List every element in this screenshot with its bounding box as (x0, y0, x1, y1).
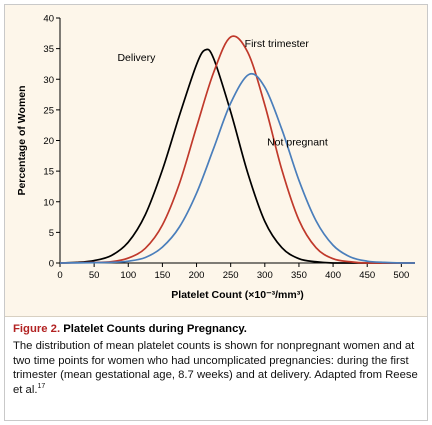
caption-reference: 17 (37, 383, 46, 391)
y-tick-label: 20 (43, 136, 54, 147)
series-label-first-trimester: First trimester (245, 38, 310, 50)
series-label-delivery: Delivery (117, 52, 156, 64)
x-tick-label: 50 (89, 270, 100, 281)
y-tick-label: 0 (49, 259, 54, 270)
caption-heading: Platelet Counts during Pregnancy. (63, 323, 247, 335)
y-axis-title: Percentage of Women (16, 85, 28, 195)
labels-layer: Platelet Count (×10⁻³/mm³) Percentage of … (16, 38, 328, 301)
y-tick-label: 25 (43, 105, 54, 116)
y-tick-label: 5 (49, 228, 54, 239)
y-tick-label: 40 (43, 14, 54, 25)
x-axis-title: Platelet Count (×10⁻³/mm³) (171, 289, 303, 301)
series-line-first-trimester (59, 35, 415, 264)
series-label-not-pregnant: Not pregnant (267, 136, 328, 148)
figure-container: 0 5 10 15 20 25 30 35 40 0 50 100 150 200 250 300 350 400… (4, 4, 428, 421)
caption-body: The distribution of mean platelet counts… (13, 339, 419, 397)
y-tick-label: 10 (43, 197, 54, 208)
caption-title: Figure 2. Platelet Counts during Pregnan… (13, 322, 419, 337)
x-tick-label: 0 (57, 270, 62, 281)
x-tick-label: 400 (325, 270, 341, 281)
figure-caption: Figure 2. Platelet Counts during Pregnan… (5, 316, 427, 420)
caption-body-text: The distribution of mean platelet counts… (13, 340, 418, 396)
x-tick-label: 250 (223, 270, 239, 281)
x-tick-label: 350 (291, 270, 307, 281)
x-tick-label: 100 (120, 270, 136, 281)
plot-panel: 0 5 10 15 20 25 30 35 40 0 50 100 150 200 250 300 350 400… (5, 5, 427, 316)
curves-layer (59, 35, 415, 264)
y-tick-label: 35 (43, 44, 54, 55)
x-tick-label: 300 (257, 270, 273, 281)
series-line-delivery (59, 48, 415, 264)
series-line-not-pregnant (59, 72, 415, 264)
x-tick-label: 150 (154, 270, 170, 281)
x-tick-label: 500 (393, 270, 409, 281)
x-tick-label: 200 (189, 270, 205, 281)
caption-figure-label: Figure 2. (13, 323, 61, 335)
y-tick-label: 30 (43, 75, 54, 86)
x-tick-label: 450 (359, 270, 375, 281)
y-tick-label: 15 (43, 167, 54, 178)
